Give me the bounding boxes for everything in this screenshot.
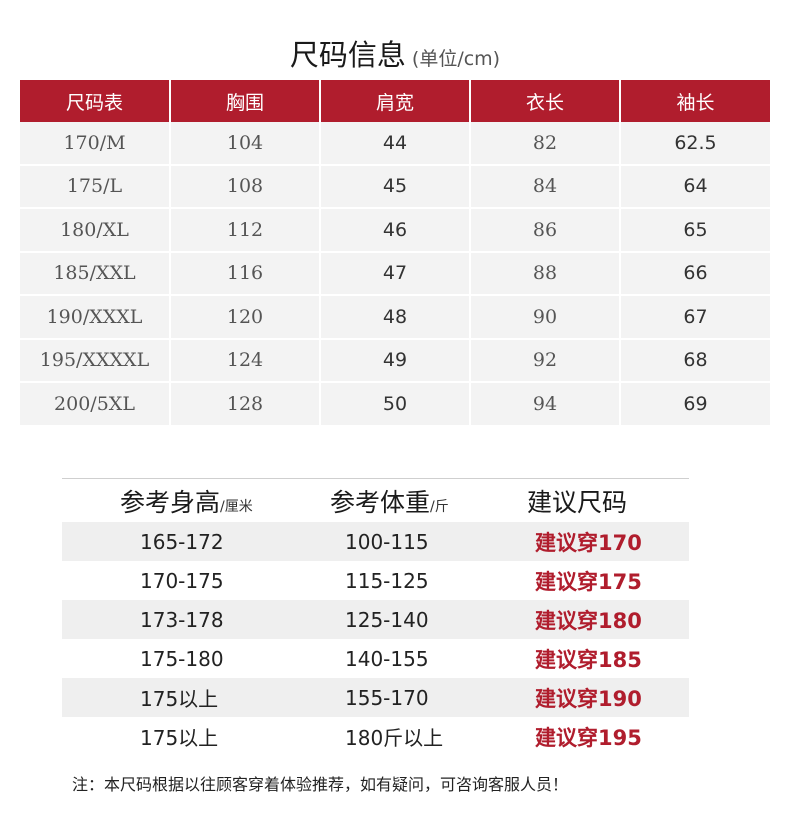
rec-size: 建议穿170: [535, 530, 642, 555]
title-main: 尺码信息: [289, 38, 406, 72]
rec-height: 170-175: [140, 568, 224, 593]
rec-weight: 115-125: [345, 568, 429, 593]
list-item: 170-175 115-125 建议穿175: [62, 561, 689, 600]
cell-sleeve: 67: [619, 295, 770, 340]
cell-chest: 120: [169, 295, 320, 340]
cell-chest: 104: [169, 122, 320, 166]
rec-weight: 155-170: [345, 685, 429, 710]
rec-height: 165-172: [140, 529, 224, 554]
header-weight: 参考体重/斤: [287, 483, 527, 519]
cell-length: 88: [469, 251, 620, 296]
cell-length: 86: [469, 208, 620, 253]
list-item: 175以上 180斤以上 建议穿195: [62, 717, 689, 756]
cell-length: 82: [469, 122, 620, 166]
recommendation-table: 参考身高/厘米 参考体重/斤 建议尺码 165-172 100-115 建议穿1…: [62, 478, 689, 756]
cell-length: 90: [469, 295, 620, 340]
header-suggested-size: 建议尺码: [527, 487, 628, 517]
cell-shoulder: 47: [319, 251, 470, 296]
table-row: 195/XXXXL 124 49 92 68: [20, 338, 770, 383]
table-row: 185/XXL 116 47 88 66: [20, 251, 770, 296]
cell-shoulder: 48: [319, 295, 470, 340]
page-title: 尺码信息 (单位/cm): [0, 32, 790, 74]
header-chest: 胸围: [169, 80, 320, 122]
rec-size: 建议穿185: [535, 647, 642, 672]
cell-chest: 108: [169, 164, 320, 209]
rec-height: 173-178: [140, 607, 224, 632]
cell-sleeve: 68: [619, 338, 770, 383]
table-row: 170/M 104 44 82 62.5: [20, 122, 770, 166]
cell-size: 170/M: [20, 122, 170, 166]
cell-sleeve: 65: [619, 208, 770, 253]
rec-weight: 180斤以上: [345, 726, 444, 750]
cell-length: 94: [469, 382, 620, 427]
cell-length: 92: [469, 338, 620, 383]
cell-size: 185/XXL: [20, 251, 170, 296]
header-height-unit: /厘米: [220, 498, 253, 515]
cell-size: 195/XXXXL: [20, 338, 170, 383]
cell-chest: 128: [169, 382, 320, 427]
cell-chest: 112: [169, 208, 320, 253]
footnote: 注：本尺码根据以往顾客穿着体验推荐，如有疑问，可咨询客服人员！: [72, 775, 569, 794]
cell-length: 84: [469, 164, 620, 209]
header-size: 尺码表: [20, 80, 170, 122]
rec-size: 建议穿190: [535, 686, 642, 711]
header-shoulder: 肩宽: [319, 80, 470, 122]
size-table: 尺码表 胸围 肩宽 衣长 袖长 170/M 104 44 82 62.5 175…: [20, 80, 770, 427]
rec-size: 建议穿175: [535, 569, 642, 594]
rec-size: 建议穿180: [535, 608, 642, 633]
table-row: 200/5XL 128 50 94 69: [20, 382, 770, 427]
table-row: 175/L 108 45 84 64: [20, 164, 770, 209]
cell-sleeve: 66: [619, 251, 770, 296]
header-height-label: 参考身高: [120, 487, 221, 517]
list-item: 175以上 155-170 建议穿190: [62, 678, 689, 717]
cell-shoulder: 45: [319, 164, 470, 209]
cell-size: 175/L: [20, 164, 170, 209]
rec-weight: 100-115: [345, 529, 429, 554]
cell-sleeve: 62.5: [619, 122, 770, 166]
title-unit: (单位/cm): [411, 48, 501, 70]
rec-weight: 125-140: [345, 607, 429, 632]
table-row: 190/XXXL 120 48 90 67: [20, 295, 770, 340]
list-item: 173-178 125-140 建议穿180: [62, 600, 689, 639]
cell-chest: 124: [169, 338, 320, 383]
cell-sleeve: 69: [619, 382, 770, 427]
list-item: 165-172 100-115 建议穿170: [62, 522, 689, 561]
cell-size: 180/XL: [20, 208, 170, 253]
rec-size: 建议穿195: [535, 725, 642, 750]
cell-sleeve: 64: [619, 164, 770, 209]
cell-shoulder: 49: [319, 338, 470, 383]
cell-size: 200/5XL: [20, 382, 170, 427]
list-item: 175-180 140-155 建议穿185: [62, 639, 689, 678]
cell-shoulder: 46: [319, 208, 470, 253]
cell-chest: 116: [169, 251, 320, 296]
rec-height: 175以上: [140, 726, 219, 750]
header-height: 参考身高/厘米: [62, 483, 287, 519]
size-table-header: 尺码表 胸围 肩宽 衣长 袖长: [20, 80, 770, 122]
rec-weight: 140-155: [345, 646, 429, 671]
rec-height: 175以上: [140, 687, 219, 711]
header-length: 衣长: [469, 80, 620, 122]
cell-shoulder: 50: [319, 382, 470, 427]
rec-height: 175-180: [140, 646, 224, 671]
recommendation-header: 参考身高/厘米 参考体重/斤 建议尺码: [62, 479, 689, 522]
cell-shoulder: 44: [319, 122, 470, 166]
header-weight-unit: /斤: [430, 498, 449, 515]
header-sleeve: 袖长: [619, 80, 770, 122]
cell-size: 190/XXXL: [20, 295, 170, 340]
table-row: 180/XL 112 46 86 65: [20, 208, 770, 253]
header-weight-label: 参考体重: [330, 487, 431, 517]
